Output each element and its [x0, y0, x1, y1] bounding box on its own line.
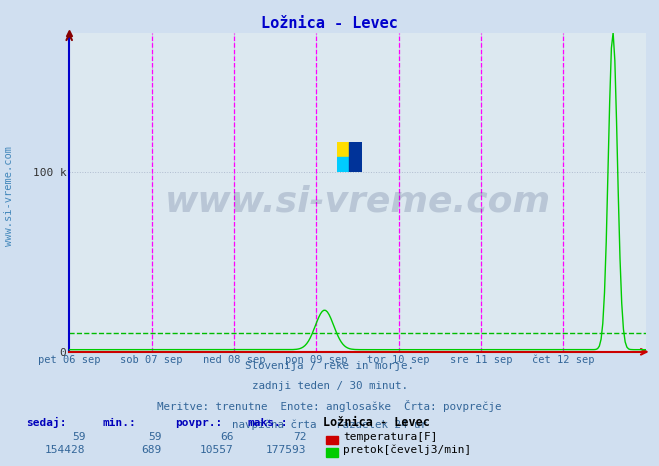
Text: 66: 66 [221, 432, 234, 442]
Text: Slovenija / reke in morje.: Slovenija / reke in morje. [245, 361, 414, 371]
Text: Meritve: trenutne  Enote: anglosaške  Črta: povprečje: Meritve: trenutne Enote: anglosaške Črta… [158, 400, 501, 412]
Text: pretok[čevelj3/min]: pretok[čevelj3/min] [343, 445, 472, 455]
Text: www.si-vreme.com: www.si-vreme.com [3, 146, 14, 246]
Text: maks.:: maks.: [247, 418, 287, 428]
Text: 59: 59 [148, 432, 161, 442]
Bar [337, 142, 349, 157]
Text: sedaj:: sedaj: [26, 418, 67, 428]
Text: povpr.:: povpr.: [175, 418, 222, 428]
Text: 59: 59 [72, 432, 86, 442]
Text: zadnji teden / 30 minut.: zadnji teden / 30 minut. [252, 381, 407, 391]
Text: 689: 689 [141, 445, 161, 455]
Text: temperatura[F]: temperatura[F] [343, 432, 438, 442]
Text: 177593: 177593 [266, 445, 306, 455]
Text: min.:: min.: [102, 418, 136, 428]
Text: 72: 72 [293, 432, 306, 442]
Bar [349, 142, 362, 172]
Bar [337, 157, 349, 172]
Text: 154428: 154428 [45, 445, 86, 455]
Text: 10557: 10557 [200, 445, 234, 455]
Text: Ložnica - Levec: Ložnica - Levec [261, 16, 398, 31]
Text: www.si-vreme.com: www.si-vreme.com [165, 185, 550, 219]
Text: navpična črta - razdelek 24 ur: navpična črta - razdelek 24 ur [232, 420, 427, 431]
Text: Ložnica - Levec: Ložnica - Levec [323, 417, 430, 429]
